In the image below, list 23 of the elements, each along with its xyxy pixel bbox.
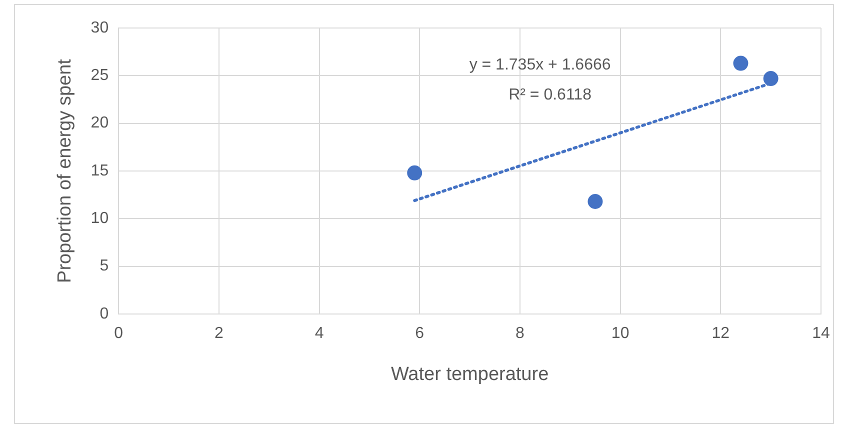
x-tick-label: 2 bbox=[214, 325, 224, 342]
x-tick-label: 0 bbox=[114, 325, 124, 342]
x-axis-title: Water temperature bbox=[390, 364, 549, 385]
x-tick-label: 6 bbox=[415, 325, 424, 342]
x-tick-label: 8 bbox=[516, 325, 525, 342]
x-tick-label: 12 bbox=[712, 325, 730, 342]
y-axis-title: Proportion of energy spent bbox=[54, 58, 76, 283]
x-tick-label: 10 bbox=[611, 325, 630, 342]
x-tick-label: 4 bbox=[314, 325, 324, 342]
point bbox=[733, 56, 748, 71]
annotation: y = 1.735x + 1.6666 bbox=[469, 56, 611, 74]
y-tick-label: 10 bbox=[90, 210, 109, 228]
y-tick-label: 20 bbox=[90, 114, 109, 132]
y-tick-label: 0 bbox=[100, 305, 109, 322]
x-tick-label: 14 bbox=[812, 325, 830, 342]
y-tick-label: 25 bbox=[90, 67, 109, 84]
point bbox=[763, 71, 778, 86]
point bbox=[588, 194, 603, 210]
y-tick-label: 30 bbox=[90, 19, 109, 36]
point bbox=[407, 165, 422, 180]
y-tick-label: 5 bbox=[100, 258, 109, 275]
y-tick-label: 15 bbox=[90, 162, 109, 180]
annotation: R² = 0.6118 bbox=[508, 86, 592, 104]
